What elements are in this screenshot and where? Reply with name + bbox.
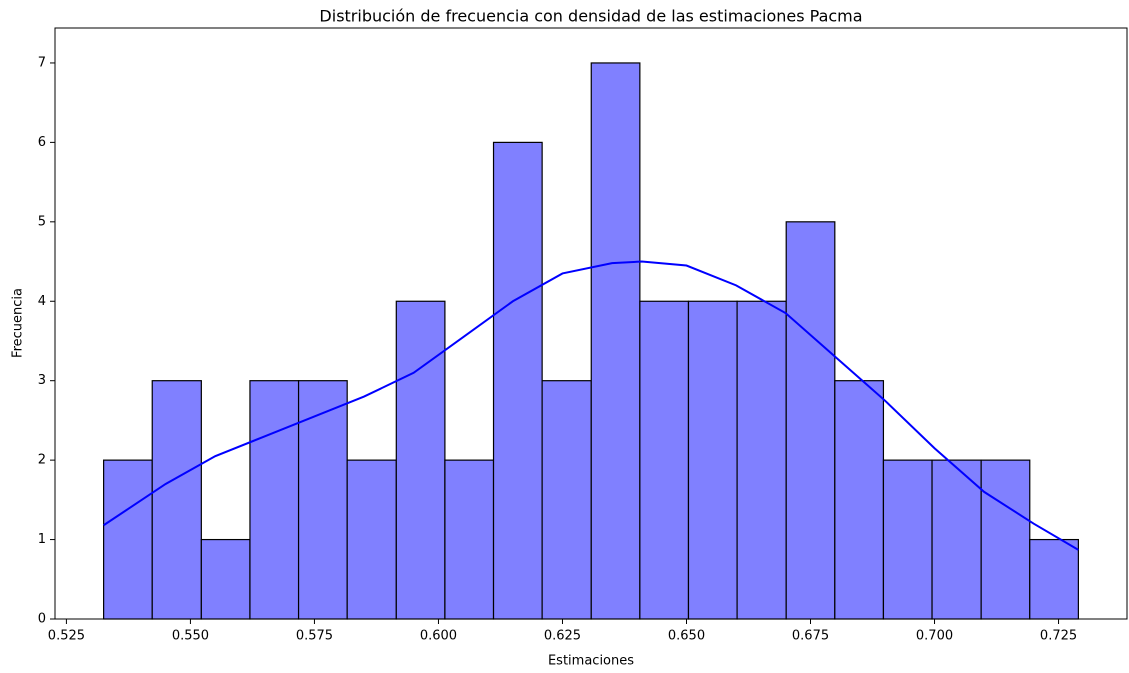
x-axis-label: Estimaciones: [548, 654, 634, 669]
bar: [346, 459, 397, 620]
bar: [151, 380, 202, 620]
y-tick-label: 7: [38, 55, 46, 70]
bar: [444, 459, 495, 620]
bar: [931, 459, 982, 620]
x-tick-label: 0.725: [1040, 629, 1077, 644]
x-tick-label: 0.575: [296, 629, 333, 644]
bar: [736, 300, 787, 620]
bar: [1029, 538, 1079, 620]
y-tick-label: 0: [38, 612, 46, 627]
x-tick-label: 0.650: [668, 629, 705, 644]
y-axis-label: Frecuencia: [11, 288, 26, 358]
chart-title: Distribución de frecuencia con densidad …: [319, 7, 862, 26]
plot-frame: [54, 27, 1128, 620]
bar: [687, 300, 738, 620]
y-tick-label: 3: [38, 373, 46, 388]
bar: [249, 380, 300, 620]
bar: [103, 459, 153, 620]
bar: [541, 380, 592, 620]
y-tick-label: 5: [38, 214, 46, 229]
x-tick-label: 0.625: [544, 629, 581, 644]
y-tick-label: 2: [38, 453, 46, 468]
bar: [834, 380, 885, 620]
x-tick-label: 0.700: [916, 629, 953, 644]
y-tick-label: 6: [38, 135, 46, 150]
y-tick-label: 1: [38, 532, 46, 547]
bar: [200, 538, 251, 620]
x-tick-label: 0.675: [792, 629, 829, 644]
bar: [590, 62, 641, 620]
bar: [980, 459, 1031, 620]
bar: [785, 221, 836, 620]
density-line: [103, 260, 1079, 551]
bar: [297, 380, 348, 620]
bar: [395, 300, 446, 620]
x-tick-label: 0.525: [48, 629, 85, 644]
bar: [882, 459, 933, 620]
x-tick-label: 0.600: [420, 629, 457, 644]
bar: [639, 300, 690, 620]
bar: [492, 141, 543, 620]
x-tick-label: 0.550: [172, 629, 209, 644]
y-tick-label: 4: [38, 294, 46, 309]
